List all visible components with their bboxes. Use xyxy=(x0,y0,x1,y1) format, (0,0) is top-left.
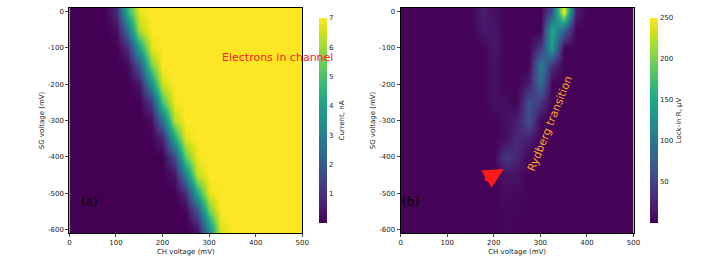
svg-text:3: 3 xyxy=(329,132,333,140)
svg-text:500: 500 xyxy=(296,239,309,247)
svg-text:2: 2 xyxy=(329,161,333,169)
svg-text:-100: -100 xyxy=(48,44,64,52)
svg-text:-500: -500 xyxy=(379,190,395,198)
svg-text:150: 150 xyxy=(660,96,673,104)
svg-text:Rydberg transition: Rydberg transition xyxy=(525,74,575,173)
svg-text:400: 400 xyxy=(249,239,262,247)
svg-text:Current, nA: Current, nA xyxy=(338,100,346,140)
svg-text:400: 400 xyxy=(580,239,593,247)
svg-text:1: 1 xyxy=(329,190,333,198)
svg-text:CH voltage (mV): CH voltage (mV) xyxy=(157,248,215,256)
svg-text:5: 5 xyxy=(329,73,333,81)
svg-text:50: 50 xyxy=(660,178,669,186)
svg-text:SG voltage (mV): SG voltage (mV) xyxy=(38,91,46,149)
svg-text:-200: -200 xyxy=(379,81,395,89)
svg-text:500: 500 xyxy=(627,239,640,247)
svg-text:-400: -400 xyxy=(48,153,64,161)
svg-text:0: 0 xyxy=(391,8,395,16)
svg-text:100: 100 xyxy=(109,239,122,247)
svg-text:CH voltage (mV): CH voltage (mV) xyxy=(488,248,546,256)
svg-text:0: 0 xyxy=(59,8,63,16)
svg-text:-500: -500 xyxy=(48,190,64,198)
svg-text:250: 250 xyxy=(660,14,673,22)
svg-text:Electrons in channel: Electrons in channel xyxy=(222,51,333,64)
svg-text:100: 100 xyxy=(441,239,454,247)
svg-text:-300: -300 xyxy=(379,117,395,125)
svg-text:300: 300 xyxy=(534,239,547,247)
svg-text:0: 0 xyxy=(67,239,71,247)
svg-text:Lock-in R, μV: Lock-in R, μV xyxy=(675,97,683,143)
svg-text:6: 6 xyxy=(329,44,334,52)
svg-text:0: 0 xyxy=(398,239,402,247)
svg-text:4: 4 xyxy=(329,102,334,110)
svg-text:-300: -300 xyxy=(48,117,64,125)
svg-text:-600: -600 xyxy=(379,226,395,234)
svg-text:(b): (b) xyxy=(402,195,419,209)
svg-text:-400: -400 xyxy=(379,153,395,161)
svg-text:SG voltage (mV): SG voltage (mV) xyxy=(369,91,377,149)
svg-text:200: 200 xyxy=(660,55,673,63)
svg-text:-200: -200 xyxy=(48,81,64,89)
svg-text:-100: -100 xyxy=(379,44,395,52)
svg-text:7: 7 xyxy=(329,14,333,22)
svg-text:300: 300 xyxy=(202,239,215,247)
svg-text:200: 200 xyxy=(156,239,169,247)
svg-text:(a): (a) xyxy=(81,195,98,209)
svg-text:-600: -600 xyxy=(48,226,64,234)
svg-text:200: 200 xyxy=(487,239,500,247)
svg-text:100: 100 xyxy=(660,137,673,145)
